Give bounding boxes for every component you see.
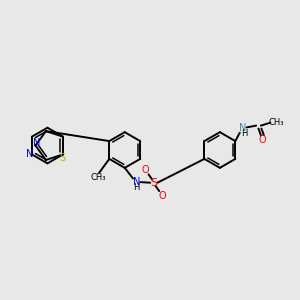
- Text: N: N: [33, 138, 40, 148]
- Text: H: H: [241, 129, 247, 138]
- Text: H: H: [133, 183, 139, 192]
- Text: N: N: [239, 123, 247, 133]
- Text: CH₃: CH₃: [268, 118, 284, 127]
- Text: O: O: [258, 135, 266, 145]
- Text: S: S: [59, 153, 65, 163]
- Text: S: S: [150, 178, 158, 188]
- Text: N: N: [133, 177, 141, 187]
- Text: O: O: [158, 191, 166, 201]
- Text: O: O: [142, 165, 149, 175]
- Text: N: N: [26, 149, 33, 160]
- Text: CH₃: CH₃: [91, 173, 106, 182]
